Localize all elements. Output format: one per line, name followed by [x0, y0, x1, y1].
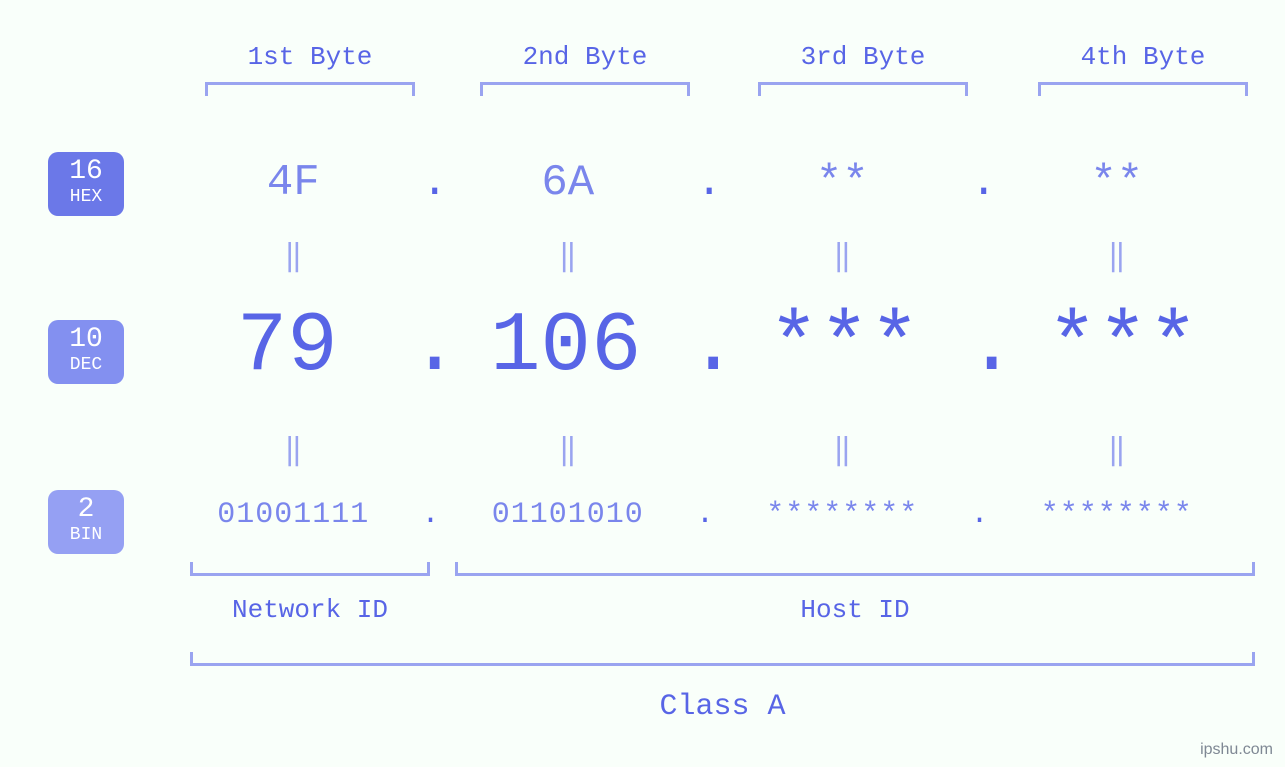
top-bracket-1: [205, 82, 415, 96]
bottom-bracket-host: [455, 562, 1255, 576]
bin-byte-1: 01001111: [165, 498, 422, 532]
class-bracket: [190, 652, 1255, 666]
class-label: Class A: [190, 690, 1255, 724]
eq-1-1: ‖: [165, 238, 422, 275]
badge-dec-name: DEC: [48, 356, 124, 376]
badge-hex-num: 16: [48, 158, 124, 186]
dec-byte-1: 79: [165, 300, 410, 395]
byte-header-4: 4th Byte: [1013, 42, 1273, 72]
dec-dot-2: .: [688, 300, 722, 395]
hex-dot-2: .: [696, 158, 714, 208]
hex-byte-1: 4F: [165, 158, 422, 208]
bin-row: 01001111 . 01101010 . ******** . *******…: [165, 498, 1245, 532]
dec-byte-4: ***: [1001, 300, 1246, 395]
dec-dot-3: .: [967, 300, 1001, 395]
eq-1-4: ‖: [989, 238, 1246, 275]
hex-byte-4: **: [989, 158, 1246, 208]
eq-2-1: ‖: [165, 432, 422, 469]
bin-dot-1: .: [422, 498, 440, 532]
dec-row: 79 . 106 . *** . ***: [165, 300, 1245, 395]
dec-byte-3: ***: [722, 300, 967, 395]
dec-byte-2: 106: [444, 300, 689, 395]
hex-dot-3: .: [971, 158, 989, 208]
eq-2-3: ‖: [714, 432, 971, 469]
dec-dot-1: .: [410, 300, 444, 395]
bin-byte-2: 01101010: [440, 498, 697, 532]
base-badge-dec: 10 DEC: [48, 320, 124, 384]
host-id-label: Host ID: [455, 595, 1255, 625]
bin-dot-3: .: [971, 498, 989, 532]
bin-dot-2: .: [696, 498, 714, 532]
eq-2-4: ‖: [989, 432, 1246, 469]
byte-header-1: 1st Byte: [180, 42, 440, 72]
badge-bin-name: BIN: [48, 526, 124, 546]
equals-row-1: ‖ . ‖ . ‖ . ‖: [165, 238, 1245, 275]
network-id-label: Network ID: [190, 595, 430, 625]
base-badge-bin: 2 BIN: [48, 490, 124, 554]
hex-row: 4F . 6A . ** . **: [165, 158, 1245, 208]
byte-header-3: 3rd Byte: [733, 42, 993, 72]
equals-row-2: ‖ . ‖ . ‖ . ‖: [165, 432, 1245, 469]
badge-dec-num: 10: [48, 326, 124, 354]
watermark: ipshu.com: [1200, 741, 1273, 759]
bottom-bracket-network: [190, 562, 430, 576]
hex-byte-2: 6A: [440, 158, 697, 208]
eq-2-2: ‖: [440, 432, 697, 469]
badge-bin-num: 2: [48, 496, 124, 524]
badge-hex-name: HEX: [48, 188, 124, 208]
top-bracket-3: [758, 82, 968, 96]
base-badge-hex: 16 HEX: [48, 152, 124, 216]
eq-1-2: ‖: [440, 238, 697, 275]
top-bracket-4: [1038, 82, 1248, 96]
hex-dot-1: .: [422, 158, 440, 208]
byte-header-2: 2nd Byte: [455, 42, 715, 72]
hex-byte-3: **: [714, 158, 971, 208]
top-bracket-2: [480, 82, 690, 96]
bin-byte-4: ********: [989, 498, 1246, 532]
eq-1-3: ‖: [714, 238, 971, 275]
bin-byte-3: ********: [714, 498, 971, 532]
